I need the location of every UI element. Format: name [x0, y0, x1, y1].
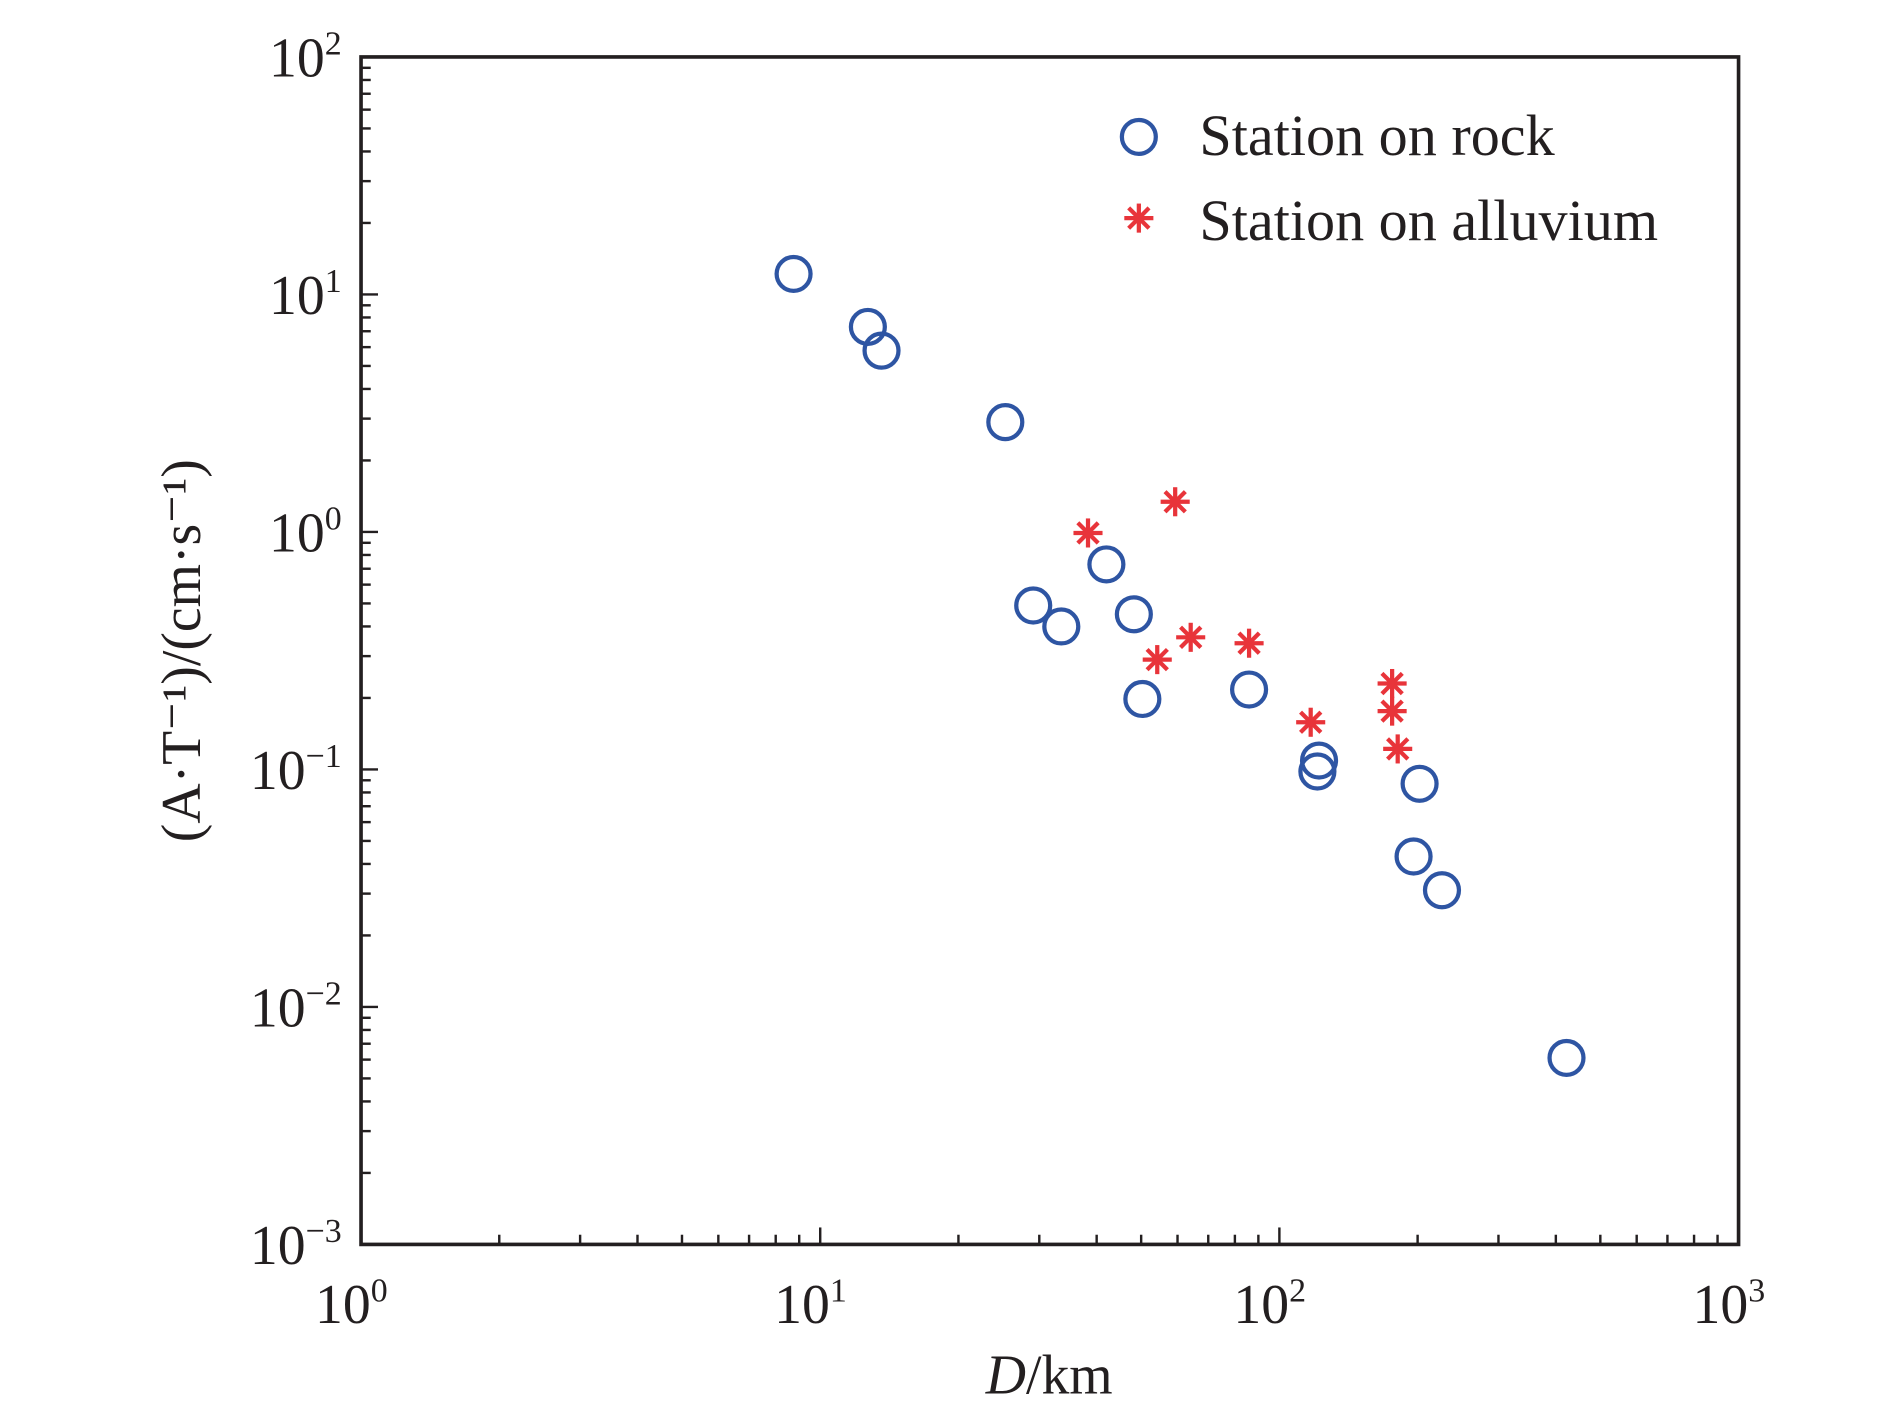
- rock-station-point: [1087, 545, 1126, 584]
- rock-station-point: [1229, 670, 1269, 709]
- asterisk-stroke: [1380, 671, 1404, 696]
- x-tick-label: 103: [1693, 1272, 1766, 1336]
- legend: Station on rock Station on alluvium: [1119, 103, 1658, 253]
- legend-label-alluvium: Station on alluvium: [1199, 188, 1658, 253]
- rock-station-point: [986, 403, 1025, 442]
- rock-station-point: [1014, 586, 1053, 625]
- rock-station-point: [1123, 679, 1162, 719]
- rock-station-point: [862, 331, 901, 370]
- tick-labels: 100 101 102 103 102 101 100 10−1 10−2 10−3: [250, 26, 1765, 1337]
- rock-station-point: [1042, 607, 1081, 646]
- alluvium-station-point: [1073, 518, 1103, 548]
- y-tick-label: 10−1: [250, 738, 342, 802]
- rock-station-point: [774, 254, 813, 294]
- rock-station-point: [1547, 1038, 1586, 1077]
- asterisk-stroke: [1145, 647, 1169, 672]
- x-tick-label: 100: [315, 1272, 388, 1336]
- x-tick-label: 102: [1233, 1272, 1306, 1336]
- asterisk-stroke: [1380, 699, 1404, 723]
- data-points: [774, 254, 1586, 1077]
- asterisk-stroke: [1163, 490, 1187, 514]
- alluvium-station-point: [1160, 487, 1190, 517]
- y-tick-label: 100: [269, 501, 342, 565]
- x-axis-label: D/km: [985, 1344, 1113, 1406]
- alluvium-station-point: [1142, 645, 1172, 675]
- y-tick-label: 102: [269, 26, 342, 90]
- rock-station-point: [1298, 752, 1337, 791]
- alluvium-station-point: [1234, 628, 1264, 658]
- asterisk-stroke: [1179, 625, 1203, 649]
- asterisk-stroke: [1127, 206, 1151, 230]
- alluvium-station-point: [1383, 734, 1413, 764]
- alluvium-station-point: [1296, 707, 1326, 737]
- rock-station-point: [1422, 871, 1462, 910]
- asterisk-stroke: [1076, 521, 1100, 545]
- rock-station-point: [1114, 595, 1153, 634]
- y-tick-label: 10−2: [250, 976, 342, 1040]
- asterisk-stroke: [1299, 710, 1323, 734]
- legend-marker-rock: [1119, 117, 1158, 157]
- y-axis-label: (A·T⁻¹)/(cm·s⁻¹): [151, 459, 213, 842]
- legend-asterisk: [1124, 203, 1154, 233]
- rock-station-point: [1400, 764, 1439, 803]
- alluvium-station-point: [1377, 696, 1407, 726]
- alluvium-station-point: [1176, 622, 1206, 652]
- alluvium-station-point: [1377, 668, 1407, 699]
- legend-marker-alluvium: [1124, 203, 1154, 233]
- plot-frame: [359, 55, 1741, 1247]
- legend-label-rock: Station on rock: [1199, 103, 1555, 168]
- y-tick-label: 101: [269, 263, 342, 327]
- rock-station-point: [1394, 837, 1433, 876]
- x-tick-label: 101: [774, 1272, 847, 1336]
- y-tick-label: 10−3: [250, 1213, 342, 1277]
- asterisk-stroke: [1237, 631, 1261, 655]
- asterisk-stroke: [1386, 737, 1410, 761]
